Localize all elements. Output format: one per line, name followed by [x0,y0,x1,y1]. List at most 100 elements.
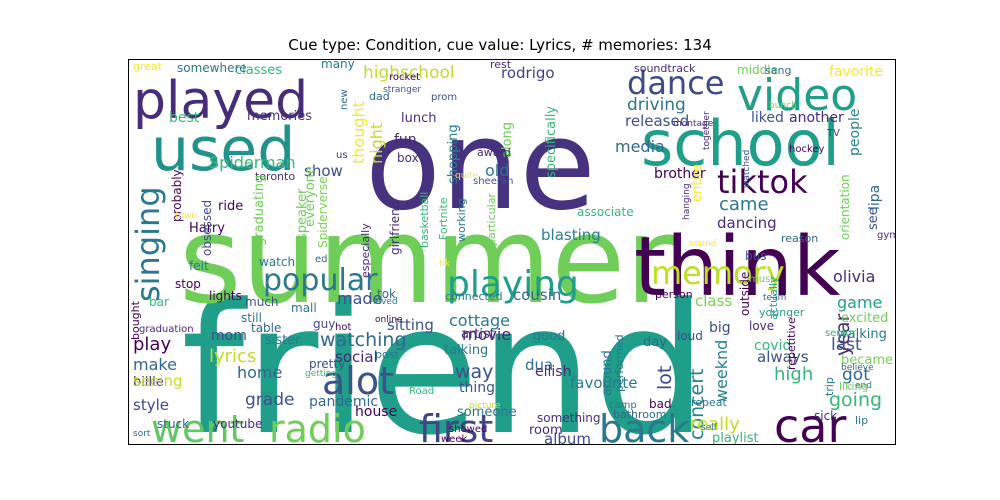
word-team: team [763,293,786,303]
word-last: last [831,335,862,355]
word-driving: driving [627,95,686,115]
word-award: award [477,146,511,159]
word-cottage: cottage [449,311,510,330]
word-must: must [749,274,774,285]
word-see: see [866,207,881,230]
word-brother: brother [654,166,706,182]
word-senior: senior [825,328,857,339]
word-another: another [789,110,844,126]
word-rodrigo: rodrigo [501,64,555,82]
word-repetitive: repetitive [785,317,798,370]
word-back: back [599,407,689,445]
word-mall: mall [291,301,317,315]
figure-title: Cue type: Condition, cue value: Lyrics, … [288,36,712,54]
word-guy: guy [313,317,335,331]
word-artist: artist [461,327,495,342]
word-specifically: specifically [544,106,559,178]
word-movie: movie [462,325,511,344]
word-pandemic: pandemic [309,394,378,410]
word-lip: lip [855,414,868,427]
word-got: got [842,365,870,385]
word-walking: walking [837,327,887,342]
word-fortnite: Fortnite [437,197,450,240]
word-friend: friend [181,266,707,445]
word-repeat: repeat [691,396,728,409]
word-felt: felt [189,259,209,273]
word-box: box [397,151,419,165]
word-alot: alot [322,359,394,403]
word-classes: classes [235,63,282,78]
word-room: room [529,423,563,438]
word-getting: getting [305,369,337,379]
word-high: high [774,364,813,385]
word-us: us [336,150,348,161]
word-game: game [837,293,882,312]
word-believe: believe [841,363,874,373]
word-quite: quite [455,171,478,181]
word-cloud: friend summer one think school used played vide… [128,59,896,445]
word-dua: dua [525,356,553,374]
word-singing: singing [129,186,167,302]
word-trip: trip [823,377,836,396]
word-somewhere: somewhere [177,61,247,75]
word-think: think [634,220,841,315]
word-home: home [237,363,282,382]
word-weeknd: weeknd [712,340,731,402]
word-school: school [641,107,840,180]
word-best: best [169,110,200,126]
word-blasting: blasting [541,226,601,244]
word-especially: especially [359,223,372,278]
word-entire: entire [690,164,705,202]
word-watching: watching [320,329,407,351]
word-something: something [537,411,601,425]
word-media: media [615,137,665,156]
word-online: online [375,315,403,325]
word-loud: loud [677,329,703,343]
word-stuck: stuck [157,417,189,431]
word-middle: middle [737,63,778,77]
word-make: make [133,355,177,374]
word-going: going [829,389,882,411]
word-album: album [544,430,591,445]
word-billie: billie [133,375,164,390]
word-old: old [485,161,509,180]
word-pretty: pretty [309,357,345,371]
word-sang: sang [765,64,791,77]
word-performed: performed [613,334,626,392]
word-sound: sound [689,239,716,249]
word-one: one [365,94,596,238]
word-talking: talking [444,343,488,358]
word-dance: dance [627,64,724,102]
word-week: week [441,434,467,445]
word-liked: liked [751,110,784,126]
word-stop: stop [175,277,201,291]
word-popular: popular [263,263,378,298]
word-around: around [600,350,615,396]
word-everyone: everyone [303,166,318,227]
word-olivia: olivia [833,267,875,286]
word-new: new [339,89,350,110]
word-ride: ride [218,199,243,214]
word-lipa: lipa [867,185,883,210]
word-mom: mom [211,328,247,344]
word-prom: prom [431,92,457,103]
word-associate: associate [577,205,634,219]
word-always: always [757,348,809,366]
word-show: show [304,162,343,180]
word-bus: bus [745,249,766,263]
word-cousin: cousin [513,286,561,304]
word-spiderman: Spiderman [209,153,296,172]
word-town: town [175,211,197,221]
word-lunch: lunch [401,111,436,126]
word-working: working [455,198,468,242]
word-fun: fun [394,132,417,148]
word-obsessed: obsessed [200,200,214,256]
word-bunch: bunch [769,101,797,111]
word-love: love [749,319,774,333]
word-sick: sick [814,409,837,423]
word-sitting: sitting [387,316,434,334]
word-camp: camp [609,400,637,411]
word-orientation: orientation [838,174,852,240]
word-road: Road [409,386,434,397]
word-still: still [241,311,262,325]
